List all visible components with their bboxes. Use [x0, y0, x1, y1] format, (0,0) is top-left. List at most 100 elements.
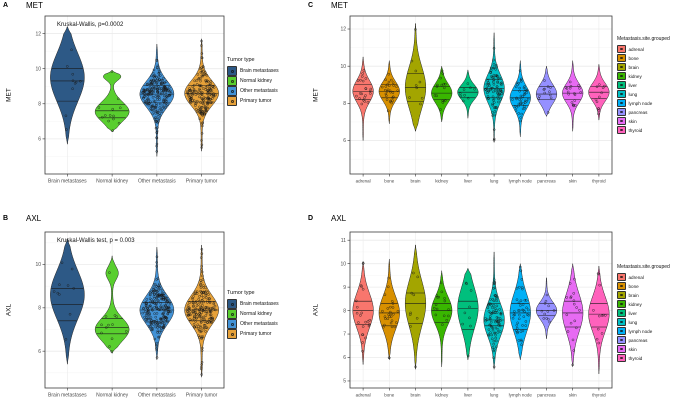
- violin: [509, 263, 531, 361]
- legend-item: Normal kidney: [227, 309, 279, 319]
- legend-tumor-type-a: Tumor type Brain metastases Normal kidney…: [227, 57, 279, 106]
- legend-item: adrenal: [617, 272, 670, 282]
- x-tick-label: bone: [384, 179, 395, 184]
- legend-key-swatch: [227, 319, 237, 329]
- y-tick-label: 8: [343, 308, 346, 314]
- x-tick-label: thyroid: [592, 393, 606, 398]
- legend-item: thyroid: [617, 125, 670, 135]
- violin: [184, 244, 219, 378]
- panel-d-title: AXL: [331, 214, 347, 223]
- jitter-points: [141, 58, 173, 153]
- y-tick-label: 6: [343, 138, 346, 144]
- legend-item: brain: [617, 290, 670, 300]
- panel-c-letter: C: [308, 2, 314, 9]
- jitter-points: [461, 281, 473, 358]
- y-tick-label: 5: [343, 379, 346, 385]
- legend-item: Other metastasis: [227, 319, 279, 329]
- legend-key-swatch: [227, 66, 237, 76]
- x-tick-label: skin: [569, 393, 577, 398]
- point-icon: [620, 347, 623, 351]
- x-tick-label: brain: [410, 393, 421, 398]
- panel-b-plot: 6 8 10 Brain metastases Normal kidney Other m…: [35, 231, 225, 399]
- legend-item: Brain metastases: [227, 66, 279, 76]
- legend-key-swatch: [617, 290, 626, 300]
- legend-title: Metastasis.site.grouped: [617, 264, 670, 270]
- violin: [404, 23, 427, 132]
- x-tick-label: Normal kidney: [96, 179, 128, 185]
- legend-item-label: skin: [628, 346, 637, 352]
- legend-item-label: brain: [628, 64, 639, 70]
- legend-item-label: Primary tumor: [240, 98, 272, 104]
- legend-item: Normal kidney: [227, 76, 279, 86]
- jitter-points: [97, 70, 122, 132]
- violin: [352, 56, 374, 141]
- legend-tumor-type-b: Tumor type Brain metastases Normal kidney…: [227, 290, 279, 339]
- jitter-points: [141, 255, 172, 359]
- violin: [457, 268, 479, 361]
- legend-item-label: lung: [628, 91, 638, 97]
- legend-items: adrenal bone brain kidney liver lung lymph nod…: [617, 272, 670, 363]
- legend-key-swatch: [617, 317, 626, 327]
- point-icon: [620, 110, 623, 114]
- legend-item-label: pancreas: [628, 337, 648, 343]
- point-icon: [620, 356, 623, 360]
- jitter-points: [458, 82, 476, 103]
- point-icon: [620, 293, 623, 297]
- point-icon: [230, 89, 234, 93]
- jitter-points: [100, 271, 128, 353]
- panel-d-plot: 5 6 7 8 9 10 11 adrenal bone brain kidney liver lung…: [340, 231, 613, 398]
- y-tick-label: 6: [38, 137, 41, 143]
- legend-item-label: Primary tumor: [240, 331, 272, 337]
- jitter-points: [355, 69, 373, 106]
- legend-item-label: thyroid: [628, 355, 643, 361]
- x-tick-label: Primary tumor: [186, 179, 218, 185]
- point-icon: [620, 284, 623, 288]
- y-tick-label: 8: [38, 306, 41, 312]
- legend-item-label: Normal kidney: [240, 311, 272, 317]
- y-tick-label: 10: [35, 262, 41, 268]
- legend-key-swatch: [617, 272, 626, 282]
- panel-c-plot: 6 8 10 12 adrenal bone brain kidney liver lung lym…: [340, 15, 613, 184]
- legend-key-swatch: [617, 98, 626, 108]
- legend-item: bone: [617, 53, 670, 63]
- jitter-points: [186, 39, 217, 149]
- legend-item-label: Brain metastases: [240, 68, 279, 74]
- violin: [404, 244, 427, 370]
- jitter-points: [484, 46, 504, 142]
- x-tick-label: adrenal: [356, 179, 371, 184]
- point-icon: [620, 320, 623, 324]
- jitter-points: [511, 69, 530, 123]
- legend-item: bone: [617, 281, 670, 291]
- jitter-points: [594, 83, 606, 116]
- legend-items: adrenal bone brain kidney liver lung lymph nod…: [617, 44, 670, 135]
- jitter-points: [432, 281, 450, 326]
- x-tick-label: lung: [490, 393, 499, 398]
- legend-key-swatch: [227, 86, 237, 96]
- jitter-points: [537, 79, 553, 114]
- legend-item-label: Brain metastases: [240, 301, 279, 307]
- legend-item-label: lymph node: [628, 328, 653, 334]
- jitter-points: [540, 293, 556, 324]
- panel-b-letter: B: [3, 215, 9, 222]
- point-icon: [620, 119, 623, 123]
- legend-item: liver: [617, 80, 670, 90]
- point-icon: [620, 92, 623, 96]
- legend-title: Metastasis.site.grouped: [617, 36, 670, 42]
- legend-item: Primary tumor: [227, 96, 279, 106]
- legend-key-swatch: [617, 62, 626, 72]
- point-icon: [230, 312, 234, 316]
- x-tick-label: pancreas: [537, 393, 556, 398]
- legend-title: Tumor type: [227, 57, 255, 63]
- jitter-points: [433, 69, 447, 111]
- legend-items: Brain metastases Normal kidney Other metas…: [227, 66, 279, 106]
- legend-key-swatch: [617, 116, 626, 126]
- jitter-points: [511, 265, 530, 347]
- jitter-points: [565, 277, 581, 367]
- legend-key-swatch: [617, 308, 626, 318]
- legend-item: kidney: [617, 299, 670, 309]
- legend-key-swatch: [617, 107, 626, 117]
- violin: [50, 238, 85, 365]
- panel-d-letter: D: [308, 215, 314, 222]
